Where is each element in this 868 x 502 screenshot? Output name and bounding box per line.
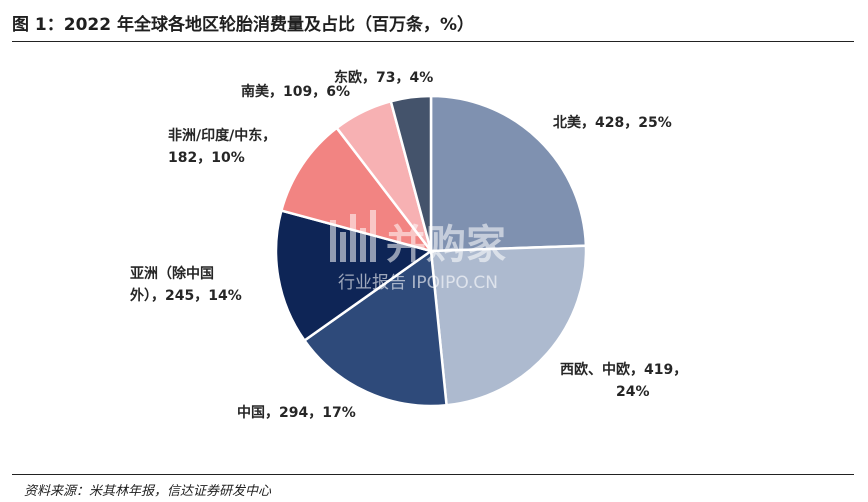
pie-chart: 并购家 行业报告 IPOIPO.CN 北美，428，25% 西欧、中欧，419， 2…	[130, 69, 687, 421]
slice-label: 西欧、中欧，419， 24%	[560, 361, 687, 400]
title-divider	[12, 41, 854, 42]
watermark: 并购家 行业报告 IPOIPO.CN	[330, 210, 506, 293]
pie-slice	[389, 94, 433, 252]
figure-title: 图 1：2022 年全球各地区轮胎消费量及占比（百万条，%）	[12, 15, 475, 35]
watermark-tagline: 行业报告 IPOIPO.CN	[338, 273, 498, 293]
source-divider	[12, 474, 854, 475]
pie-slice	[274, 209, 434, 343]
pie-slices	[274, 94, 588, 408]
slice-label: 北美，428，25%	[553, 114, 672, 131]
pie-slice	[429, 94, 588, 253]
slice-label: 非洲/印度/中东， 182，10%	[168, 127, 276, 166]
pie-slice	[302, 248, 448, 408]
source-note: 资料来源：米其林年报，信达证券研发中心	[24, 484, 272, 499]
data-labels: 北美，428，25% 西欧、中欧，419， 24% 中国，294，17% 亚洲（除中国外…	[130, 69, 687, 421]
pie-slice	[279, 126, 435, 254]
slice-label: 亚洲（除中国外），245，14%	[130, 265, 242, 304]
slice-label: 中国，294，17%	[237, 404, 356, 421]
watermark-brand: 并购家	[386, 222, 506, 268]
watermark-logo-icon	[330, 210, 376, 262]
slice-label: 东欧，73，4%	[334, 69, 433, 86]
slice-label: 南美，109，6%	[241, 83, 350, 100]
pie-slice	[429, 244, 588, 407]
